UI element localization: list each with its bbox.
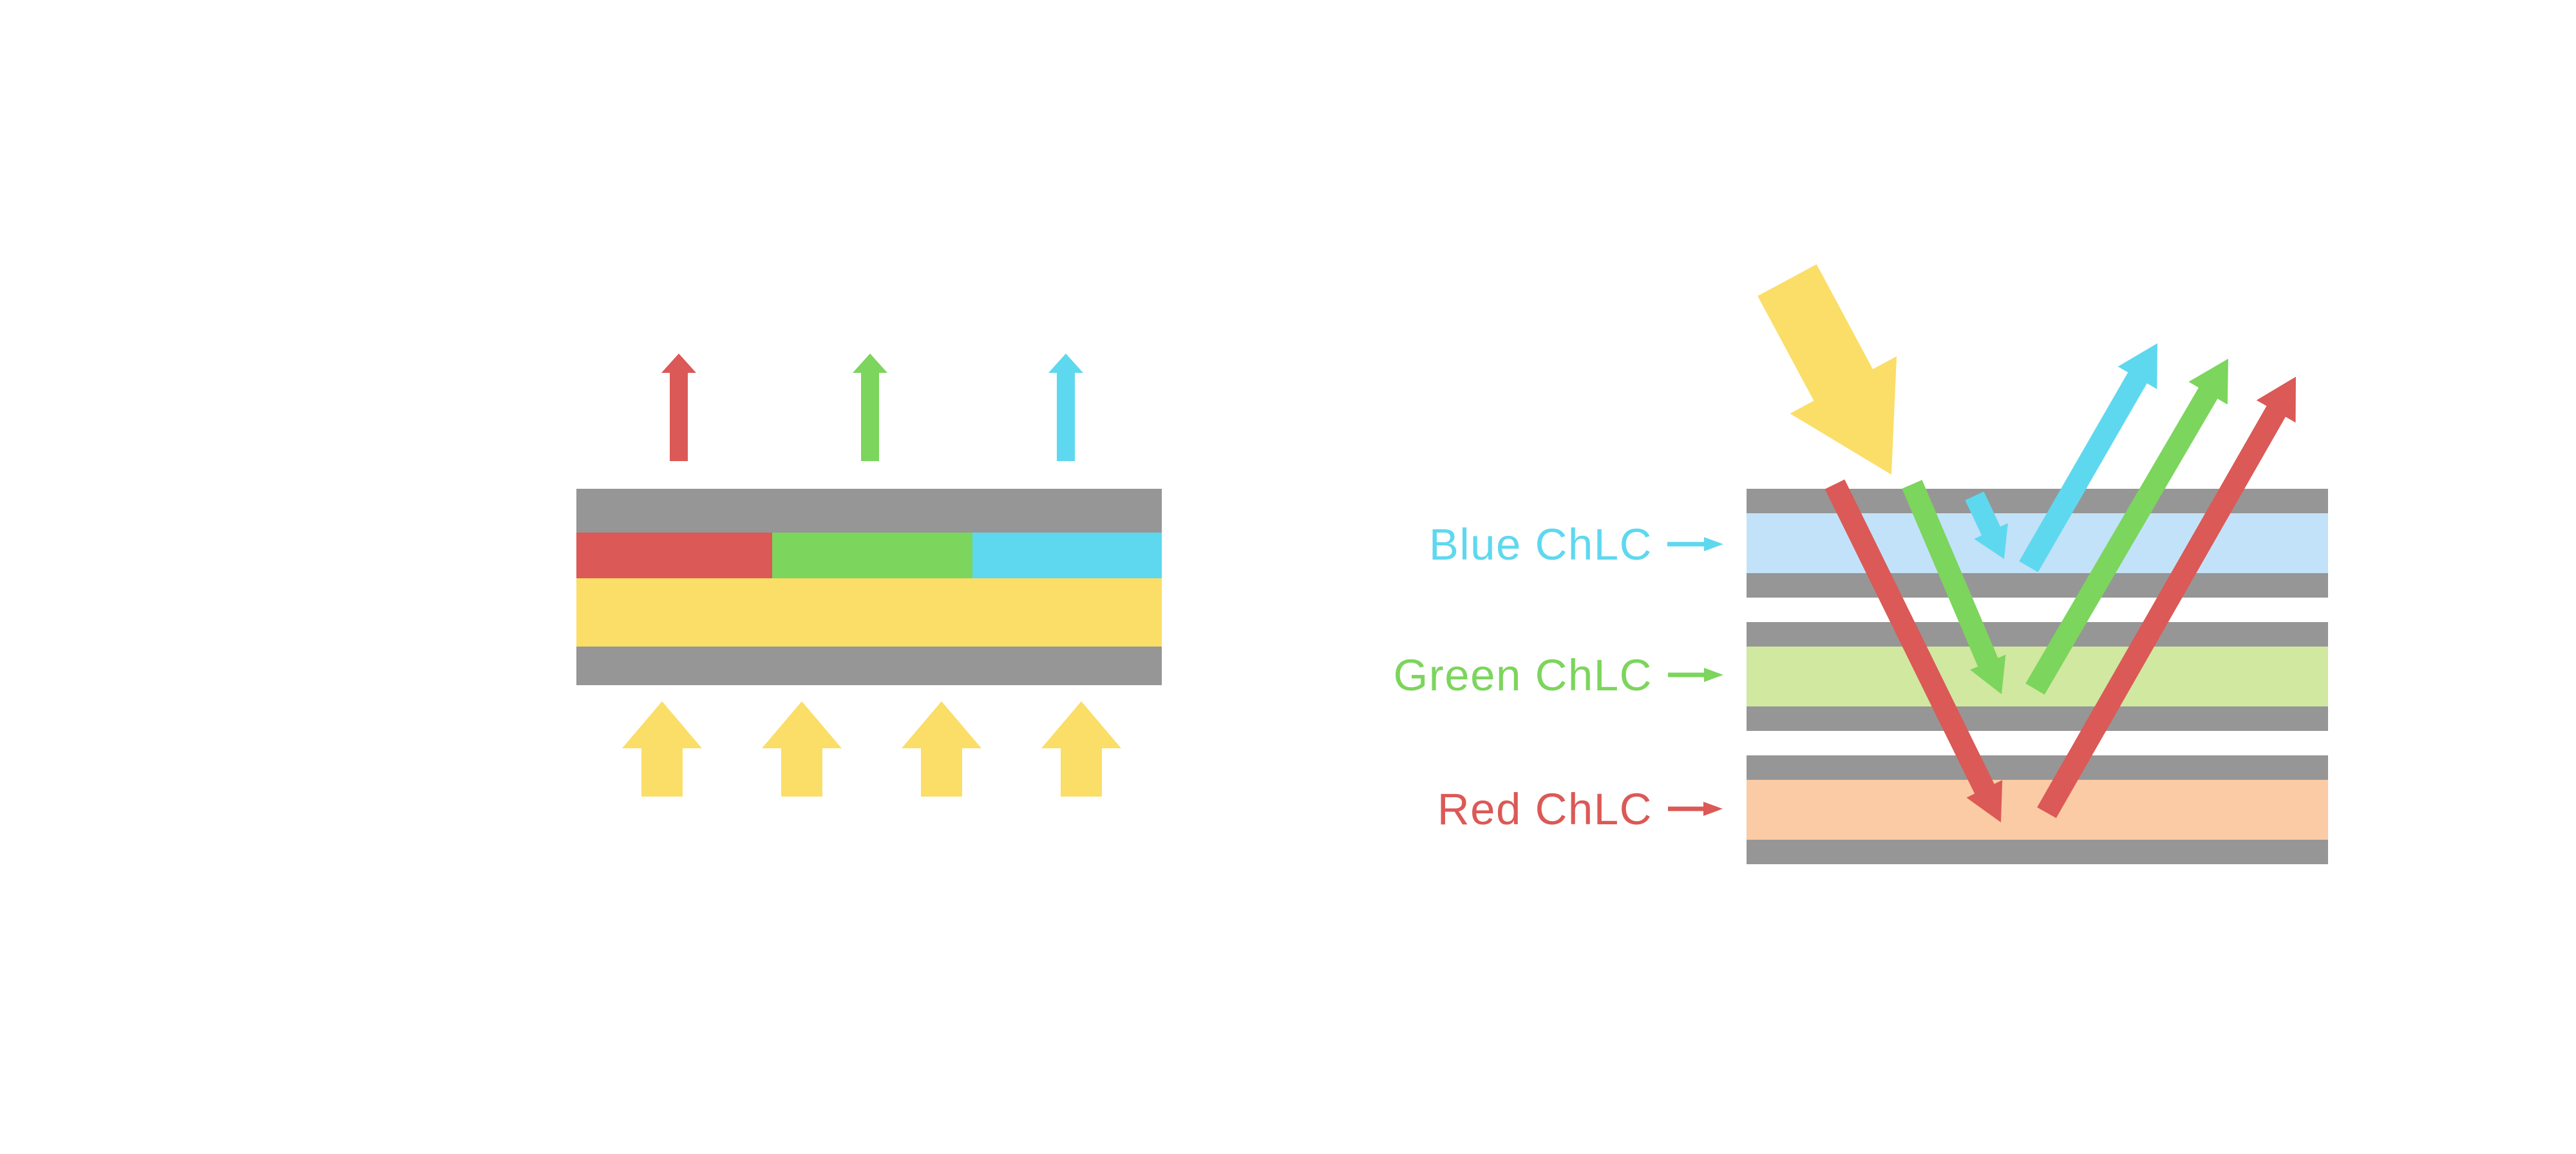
red-chlc-pointer-arrow bbox=[1668, 802, 1723, 816]
incident-white-light-arrow bbox=[1757, 264, 1897, 475]
backlit-display-stack-diagram bbox=[576, 354, 1162, 797]
backlight-arrow-2 bbox=[762, 701, 842, 797]
substrate-4 bbox=[1747, 706, 2328, 731]
chlc-reflective-stack-diagram: Blue ChLC Green ChLC Red ChLC bbox=[1394, 264, 2328, 864]
red-chlc-layer bbox=[1747, 780, 2328, 840]
green-emitted-light-arrow bbox=[853, 354, 887, 461]
red-incident-beam bbox=[1824, 479, 2003, 822]
backlight-layer bbox=[576, 578, 1162, 647]
substrate-2 bbox=[1747, 573, 2328, 598]
cyan-incident-beam bbox=[1965, 491, 2008, 559]
green-reflected-beam bbox=[2025, 359, 2228, 695]
substrate-3 bbox=[1747, 622, 2328, 647]
bottom-substrate bbox=[576, 647, 1162, 685]
blue-subpixel bbox=[972, 533, 1162, 578]
red-reflected-beam bbox=[2037, 377, 2296, 818]
backlight-arrow-3 bbox=[902, 701, 981, 797]
backlight-arrow-1 bbox=[622, 701, 702, 797]
red-emitted-light-arrow bbox=[661, 354, 696, 461]
green-chlc-pointer-arrow bbox=[1668, 668, 1723, 682]
green-subpixel bbox=[772, 533, 972, 578]
red-subpixel bbox=[576, 533, 772, 578]
blue-chlc-pointer-arrow bbox=[1667, 537, 1723, 551]
backlight-arrow-4 bbox=[1041, 701, 1121, 797]
substrate-5 bbox=[1747, 755, 2328, 780]
green-incident-beam bbox=[1902, 480, 2006, 694]
substrate-6 bbox=[1747, 840, 2328, 864]
top-substrate bbox=[576, 489, 1162, 533]
blue-emitted-light-arrow bbox=[1048, 354, 1083, 461]
red-chlc-label: Red ChLC bbox=[1437, 784, 1653, 834]
green-chlc-label: Green ChLC bbox=[1394, 650, 1653, 700]
blue-chlc-label: Blue ChLC bbox=[1429, 520, 1653, 569]
blue-reflected-beam bbox=[2019, 343, 2157, 572]
